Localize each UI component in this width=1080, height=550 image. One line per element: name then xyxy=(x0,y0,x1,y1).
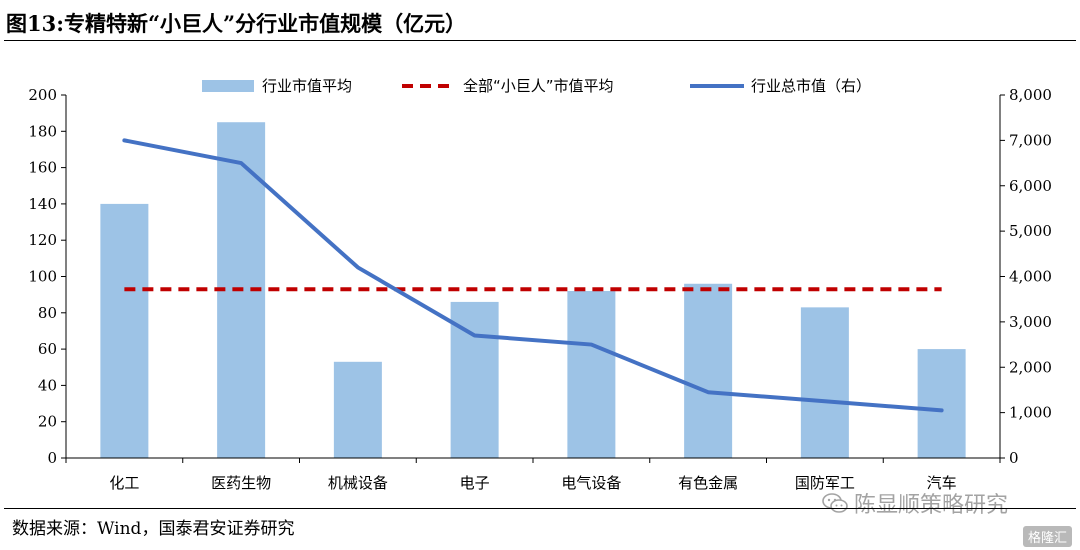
left-tick-label: 20 xyxy=(38,413,57,431)
left-tick-label: 160 xyxy=(28,159,57,177)
left-tick-label: 180 xyxy=(28,122,57,140)
bar-6 xyxy=(684,283,733,458)
legend-label-bar: 行业市值平均 xyxy=(262,77,352,95)
left-tick-label: 140 xyxy=(28,195,57,213)
total-value-line-series xyxy=(122,138,944,413)
left-tick-label: 100 xyxy=(28,268,57,286)
left-tick-label: 0 xyxy=(47,449,57,467)
category-label: 医药生物 xyxy=(211,474,271,492)
right-tick-label: 6,000 xyxy=(1009,177,1052,195)
legend-label-average: 全部“小巨人”市值平均 xyxy=(463,77,614,95)
right-tick-label: 3,000 xyxy=(1009,313,1052,331)
wechat-icon xyxy=(822,493,848,513)
chart-title: 图13:专精特新“小巨人”分行业市值规模（亿元） xyxy=(6,11,467,36)
bar-1 xyxy=(100,203,149,458)
watermark: 陈显顺策略研究 xyxy=(822,487,1008,519)
category-label: 国防军工 xyxy=(795,474,855,492)
legend-label-total: 行业总市值（右） xyxy=(751,77,871,95)
title-rule xyxy=(4,40,1076,41)
bar-7 xyxy=(800,307,849,458)
bar-8 xyxy=(917,349,966,458)
right-tick-label: 0 xyxy=(1009,449,1019,467)
axes: 0 20 40 60 80 100 120 140 160 180 200 0 1,000 2,000 3,… xyxy=(28,86,1052,492)
left-tick-label: 80 xyxy=(38,304,57,322)
right-tick-label: 4,000 xyxy=(1009,268,1052,286)
category-label: 化工 xyxy=(109,474,139,492)
corner-logo: 格隆汇 xyxy=(1022,526,1072,547)
left-tick-label: 200 xyxy=(28,86,57,104)
right-tick-label: 5,000 xyxy=(1009,222,1052,240)
category-label: 机械设备 xyxy=(328,474,388,492)
left-tick-label: 40 xyxy=(38,376,57,394)
category-label: 汽车 xyxy=(927,474,957,492)
legend: 行业市值平均 全部“小巨人”市值平均 行业总市值（右） xyxy=(202,77,871,95)
total-value-line xyxy=(122,138,944,413)
source-rule xyxy=(4,508,1076,509)
source-note: 数据来源：Wind，国泰君安证券研究 xyxy=(12,519,295,539)
category-label: 电子 xyxy=(460,474,490,492)
right-tick-label: 2,000 xyxy=(1009,358,1052,376)
category-label: 电气设备 xyxy=(561,474,621,492)
right-tick-label: 1,000 xyxy=(1009,404,1052,422)
legend-swatch-bar xyxy=(202,80,254,92)
left-tick-label: 60 xyxy=(38,340,57,358)
category-label: 有色金属 xyxy=(678,474,738,492)
right-tick-label: 8,000 xyxy=(1009,86,1052,104)
right-tick-label: 7,000 xyxy=(1009,131,1052,149)
bar-3 xyxy=(333,361,382,458)
watermark-text: 陈显顺策略研究 xyxy=(854,493,1009,518)
bar-5 xyxy=(567,291,616,458)
left-tick-label: 120 xyxy=(28,231,57,249)
